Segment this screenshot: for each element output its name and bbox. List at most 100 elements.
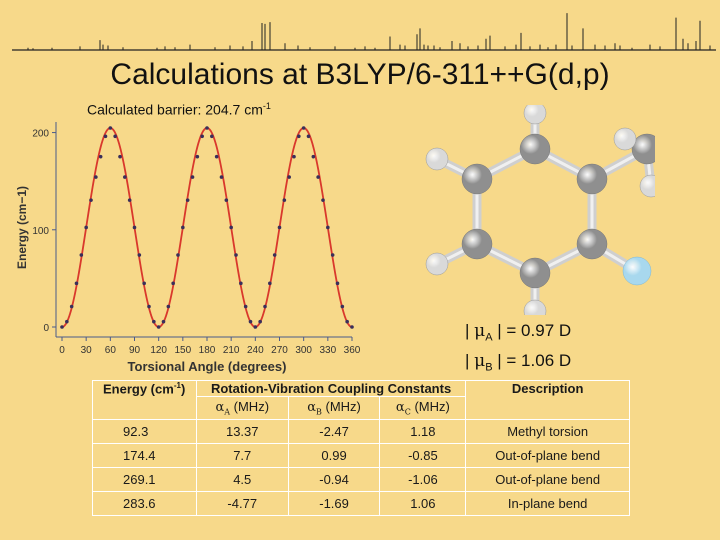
- cell-alpha-c: -0.85: [379, 443, 467, 468]
- cell-alpha-b: -2.47: [287, 419, 381, 444]
- data-point: [340, 304, 345, 309]
- data-point: [65, 319, 69, 324]
- mu-a-value: | = 0.97 D: [492, 321, 572, 340]
- data-point: [297, 134, 301, 139]
- header-alpha-a: αA (MHz): [195, 396, 289, 420]
- data-point: [89, 198, 93, 202]
- data-point: [214, 154, 219, 159]
- x-tick-label: 210: [223, 345, 240, 356]
- hydrogen-atom: [425, 147, 449, 171]
- data-point: [118, 154, 122, 159]
- cell-energy: 269.1: [92, 467, 197, 492]
- data-point: [142, 281, 146, 286]
- data-point: [219, 175, 224, 179]
- dipole-mu-b: | μB | = 1.06 D: [465, 351, 572, 374]
- data-point: [282, 198, 287, 202]
- mu-b-subscript: B: [485, 361, 493, 374]
- data-point: [94, 175, 98, 179]
- data-point: [229, 225, 233, 230]
- data-point: [190, 175, 195, 179]
- header-description: Description: [465, 380, 630, 420]
- torsional-energy-plot: 0 30 60 90 120 150 180 210 240 270 300 330 360 0 100 20…: [15, 122, 360, 374]
- data-point: [239, 281, 243, 286]
- data-point: [301, 126, 306, 130]
- header-energy-exponent: -1: [173, 381, 181, 390]
- data-point: [258, 319, 262, 324]
- data-point: [287, 175, 291, 179]
- mu-b-value: | = 1.06 D: [492, 351, 572, 371]
- cell-energy: 92.3: [92, 419, 197, 444]
- data-point: [108, 126, 113, 130]
- data-point: [350, 325, 354, 329]
- carbon-atom: [461, 228, 493, 260]
- data-point: [171, 281, 175, 286]
- vibration-table: Energy (cm-1) Rotation-Vibration Couplin…: [92, 380, 630, 516]
- slide-title: Calculations at B3LYP/6-311++G(d,p): [110, 58, 610, 91]
- table-row: 92.3 13.37 -2.47 1.18 Methyl torsion: [92, 419, 630, 444]
- molecule-model: [425, 105, 655, 315]
- data-point: [60, 325, 64, 329]
- data-point: [335, 281, 340, 286]
- hydrogen-atom: [523, 105, 547, 125]
- data-point: [248, 319, 253, 324]
- hydrogen-atom: [523, 299, 547, 315]
- y-tick-label: 200: [32, 129, 49, 140]
- carbon-atom: [519, 257, 551, 289]
- data-point: [181, 225, 185, 230]
- hydrogen-atom: [639, 174, 655, 198]
- data-point: [123, 175, 127, 179]
- data-point: [195, 154, 200, 159]
- data-point: [200, 134, 204, 139]
- data-point: [156, 325, 161, 329]
- data-point: [272, 253, 277, 257]
- data-point: [210, 134, 214, 139]
- x-tick-label: 60: [105, 345, 117, 356]
- cell-energy: 174.4: [92, 443, 197, 468]
- cell-alpha-c: 1.18: [379, 419, 467, 444]
- data-point: [253, 325, 258, 329]
- data-point: [147, 304, 151, 309]
- mu-a-subscript: A: [485, 331, 493, 344]
- carbon-atom: [519, 133, 551, 165]
- rotational-spectrum: [12, 13, 716, 51]
- data-point: [69, 304, 74, 309]
- carbon-atom: [576, 163, 608, 195]
- data-point: [103, 134, 108, 139]
- table-row: 269.1 4.5 -0.94 -1.06 Out-of-plane bend: [92, 467, 630, 492]
- y-tick-label: 100: [32, 226, 49, 237]
- data-point: [292, 154, 296, 159]
- data-point: [98, 154, 103, 159]
- x-tick-label: 150: [174, 345, 191, 356]
- data-point: [277, 225, 282, 230]
- carbon-atom: [576, 228, 608, 260]
- data-point: [113, 134, 117, 139]
- data-point: [185, 198, 190, 202]
- carbon-atom: [461, 163, 493, 195]
- data-point: [306, 134, 311, 139]
- cell-alpha-b: 0.99: [287, 443, 381, 468]
- cell-description: Methyl torsion: [465, 419, 630, 444]
- data-point: [205, 126, 209, 130]
- data-point: [137, 253, 142, 257]
- table-row: 283.6 -4.77 -1.69 1.06 In-plane bend: [92, 491, 630, 516]
- cell-description: In-plane bend: [465, 491, 630, 516]
- cell-alpha-a: 7.7: [195, 443, 289, 468]
- cell-description: Out-of-plane bend: [465, 467, 630, 492]
- barrier-unit-exponent: -1: [262, 101, 271, 111]
- data-point: [152, 319, 156, 324]
- x-tick-label: 120: [150, 345, 167, 356]
- x-tick-label: 30: [81, 345, 93, 356]
- data-point: [321, 198, 325, 202]
- cell-alpha-a: 13.37: [195, 419, 289, 444]
- cell-description: Out-of-plane bend: [465, 443, 630, 468]
- cell-alpha-b: -1.69: [287, 491, 381, 516]
- data-point: [132, 225, 137, 230]
- header-energy: Energy (cm-1): [92, 380, 197, 420]
- x-axis-label: Torsional Angle (degrees): [128, 359, 287, 374]
- fluorine-atom: [622, 256, 652, 286]
- x-tick-label: 330: [319, 345, 336, 356]
- dipole-mu-a: | μA | = 0.97 D: [465, 321, 572, 344]
- barrier-text: Calculated barrier: 204.7 cm: [87, 101, 263, 118]
- cell-alpha-a: 4.5: [195, 467, 289, 492]
- data-point: [224, 198, 229, 202]
